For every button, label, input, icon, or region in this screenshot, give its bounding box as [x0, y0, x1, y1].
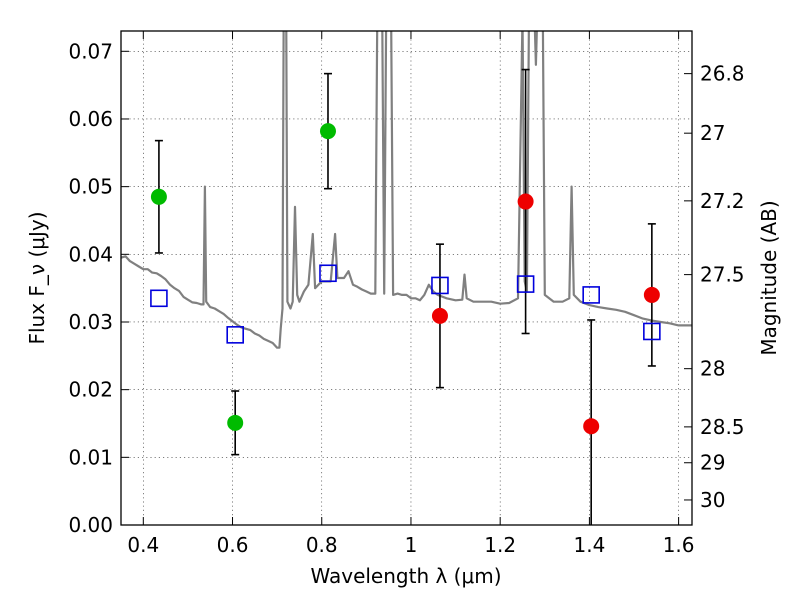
model-point	[643, 322, 661, 341]
data-point	[583, 418, 600, 435]
right-tick-label: 28.5	[700, 415, 745, 439]
right-tick-label: 26.8	[700, 62, 745, 86]
y-tick-label: 0.07	[68, 39, 113, 63]
axis-ticks: 0.4 0.6 0.8 1 1.2 1.4 1.6 0.00 0.01 0.02 0.03 0.04 0…	[68, 31, 745, 557]
data-point	[319, 123, 336, 140]
y-tick-label: 0.03	[68, 310, 113, 334]
right-tick-label: 27.5	[700, 263, 745, 287]
grid-lines	[121, 31, 692, 526]
data-point	[643, 286, 660, 303]
right-tick-label: 27.2	[700, 189, 745, 213]
y-axis-label: Flux F_ν (μJy)	[25, 211, 49, 344]
model-point	[226, 326, 244, 344]
data-point	[431, 307, 448, 324]
model-point	[319, 264, 337, 283]
model-point	[431, 276, 449, 295]
model-spectrum-line	[121, 31, 692, 349]
y-tick-label: 0.02	[68, 378, 113, 402]
data-point	[150, 188, 167, 205]
x-tick-label: 0.8	[306, 533, 338, 557]
right-tick-label: 28	[700, 357, 725, 381]
model-point	[150, 289, 168, 308]
right-tick-label: 30	[700, 488, 725, 512]
x-tick-label: 1	[405, 533, 418, 557]
right-tick-label: 27	[700, 121, 725, 145]
x-tick-label: 1.4	[573, 533, 605, 557]
model-point	[582, 286, 600, 304]
data-point	[227, 414, 244, 431]
y-tick-label: 0.06	[68, 107, 113, 131]
data-points-layer	[150, 68, 661, 525]
y-tick-label: 0.01	[68, 445, 113, 469]
x-tick-label: 0.4	[127, 533, 159, 557]
y-tick-label: 0.04	[68, 242, 113, 266]
model-point	[516, 275, 535, 293]
plot-frame	[120, 30, 693, 526]
y-tick-label: 0.00	[68, 513, 113, 537]
right-tick-label: 29	[700, 451, 725, 475]
x-tick-label: 1.2	[484, 533, 516, 557]
x-tick-label: 1.6	[663, 533, 695, 557]
spectrum-layer	[121, 31, 692, 349]
x-axis-label: Wavelength λ (μm)	[310, 564, 501, 588]
data-point	[517, 193, 534, 210]
y-tick-label: 0.05	[68, 175, 113, 199]
x-tick-label: 0.6	[217, 533, 249, 557]
right-axis-label: Magnitude (AB)	[757, 200, 781, 355]
